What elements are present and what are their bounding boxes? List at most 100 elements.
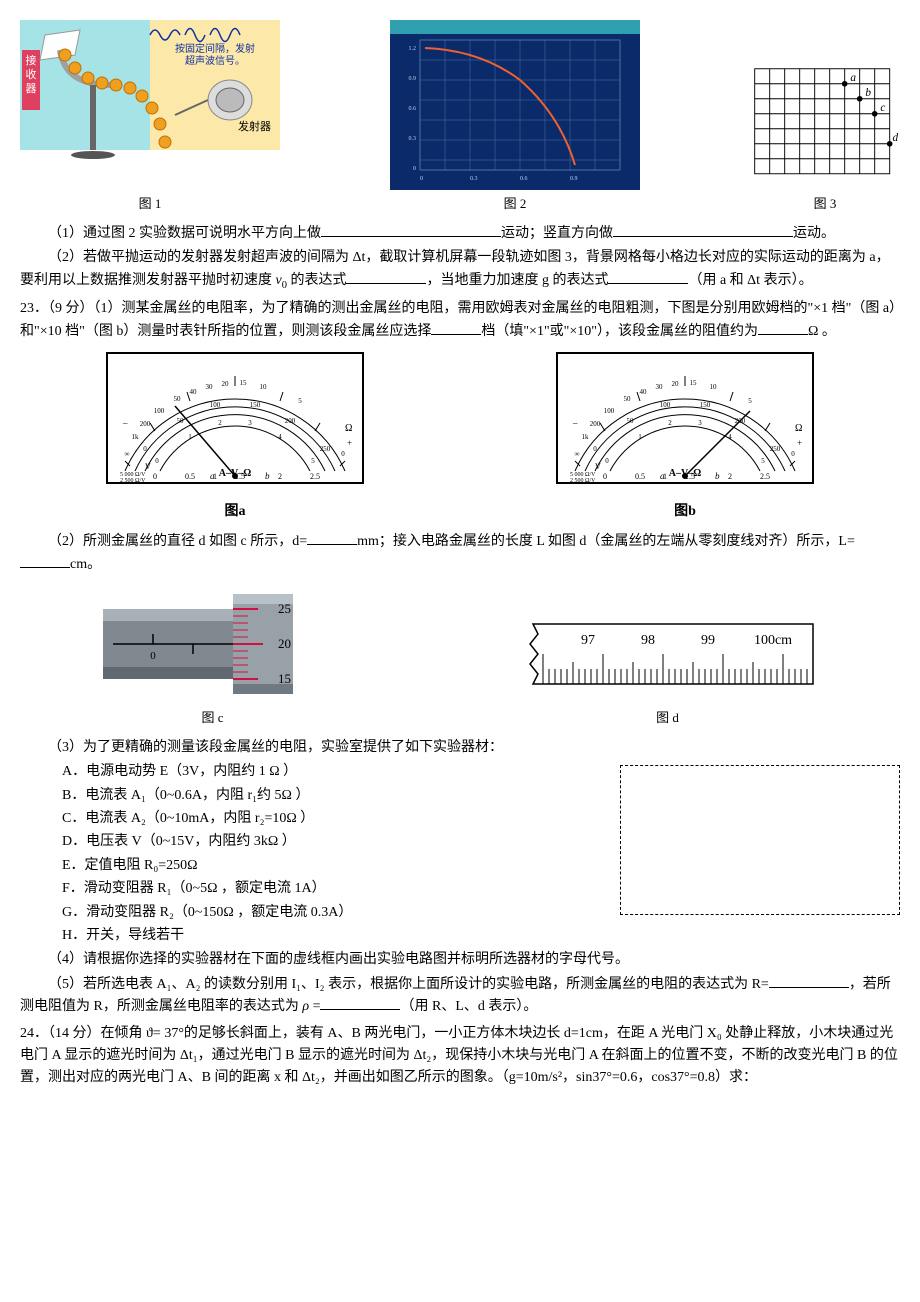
svg-text:c: c [880,102,885,114]
blank [321,223,501,237]
svg-text:250: 250 [320,445,331,453]
svg-text:15: 15 [240,379,248,387]
figure-2: 0 0.3 0.6 0.9 1.2 00.3 0.60.9 图 2 [390,20,640,215]
svg-text:20: 20 [672,380,680,388]
svg-text:0: 0 [605,457,609,465]
blank [320,996,400,1010]
svg-text:器: 器 [26,82,37,95]
blank [431,321,481,335]
svg-text:150: 150 [250,401,261,409]
micrometer-svg: 0 25 20 15 [103,584,323,704]
svg-text:0.3: 0.3 [409,136,417,142]
svg-text:10: 10 [260,383,268,391]
figure-3: a b c d 图 3 [750,60,900,215]
r97: 97 [581,633,595,648]
blank [346,270,426,284]
svg-text:100: 100 [604,407,615,415]
svg-text:1.2: 1.2 [409,46,417,52]
meter-a: ∞1k200 1005040 302015 1050 050100 150200… [105,351,365,523]
svg-text:0: 0 [341,450,345,458]
svg-text:b: b [865,87,871,99]
svg-text:–: – [122,418,128,428]
svg-text:200: 200 [285,417,296,425]
blank [613,223,793,237]
svg-text:200: 200 [140,420,151,428]
txt: 运动。 [793,226,835,241]
svg-text:2.5: 2.5 [760,472,770,481]
svg-text:5: 5 [298,397,302,405]
q23-part3-intro: （3）为了更精确的测量该段金属丝的电阻，实验室提供了如下实验器材： [20,737,900,759]
txt: 档（填"×1"或"×10"），该段金属丝的阻值约为 [481,324,758,339]
m15: 15 [278,671,291,686]
svg-text:0: 0 [150,650,156,662]
r100: 100cm [753,633,791,648]
txt: Ω 。 [808,324,836,339]
svg-text:V: V [595,462,601,471]
svg-text:100: 100 [154,407,165,415]
svg-text:20: 20 [222,380,230,388]
r99: 99 [701,633,715,648]
q23-num: 23．（9 分） [20,301,94,316]
svg-text:a: a [210,471,215,481]
m25: 25 [278,601,291,616]
svg-text:d: d [893,132,899,144]
fig1-caption: 图 1 [139,194,162,215]
txt: ，当地重力加速度 g 的表达式 [426,273,608,288]
svg-text:150: 150 [700,401,711,409]
txt: （5）若所选电表 A₁、A₂ 的读数分别用 I₁、I₂ 表示，根据你上面所设计的… [48,977,769,992]
svg-text:2: 2 [218,419,222,427]
svg-text:0.9: 0.9 [570,176,578,182]
meter-a-svg: ∞1k200 1005040 302015 1050 050100 150200… [105,351,365,501]
svg-text:发射器: 发射器 [238,119,271,133]
svg-text:0: 0 [143,445,147,453]
figure-1: 接 收 器 按固定间隔，发射 超声波信号。 发射器 [20,20,280,215]
svg-text:0: 0 [153,472,157,481]
svg-text:5: 5 [761,457,765,465]
blank [608,270,688,284]
svg-text:40: 40 [640,388,648,396]
svg-text:50: 50 [174,395,182,403]
svg-text:按固定间隔，发射: 按固定间隔，发射 [175,42,255,55]
svg-text:100: 100 [660,401,671,409]
fig1-svg: 接 收 器 按固定间隔，发射 超声波信号。 发射器 [20,20,280,190]
q23-part5: （5）若所选电表 A₁、A₂ 的读数分别用 I₁、I₂ 表示，根据你上面所设计的… [20,974,900,1019]
micrometer: 0 25 20 15 图 c [103,584,323,729]
svg-text:b: b [265,471,270,481]
txt: （1）通过图 2 实验数据可说明水平方向上做 [48,226,321,241]
svg-text:3: 3 [248,419,252,427]
svg-text:100: 100 [210,401,221,409]
svg-text:0: 0 [593,445,597,453]
svg-text:2: 2 [278,472,282,481]
svg-text:2: 2 [668,419,672,427]
q23-part4: （4）请根据你选择的实验器材在下面的虚线框内画出实验电路图并标明所选器材的字母代… [20,949,900,971]
txt: = [309,999,320,1014]
svg-text:2: 2 [728,472,732,481]
svg-text:30: 30 [206,383,214,391]
meter-b-caption: 图b [674,501,696,523]
svg-text:4: 4 [728,433,732,441]
tools-row: 0 25 20 15 图 c [20,584,900,729]
svg-text:250: 250 [770,445,781,453]
circuit-draw-box [620,765,900,915]
meter-a-caption: 图a [225,501,246,523]
svg-text:–: – [572,418,578,428]
ruler-caption: 图 d [656,708,679,729]
svg-text:2 500 Ω/V: 2 500 Ω/V [120,478,146,484]
q22-part1: （1）通过图 2 实验数据可说明水平方向上做运动；竖直方向做运动。 [20,223,900,245]
q23-part2: （2）所测金属丝的直径 d 如图 c 所示，d=mm；接入电路金属丝的长度 L … [20,531,900,576]
svg-text:V: V [145,462,151,471]
blank [307,531,357,545]
micrometer-caption: 图 c [201,708,223,729]
txt: （用 R、L、d 表示）。 [400,999,537,1014]
svg-text:0.9: 0.9 [409,76,417,82]
svg-text:1k: 1k [582,433,590,441]
svg-text:0.5: 0.5 [185,472,195,481]
svg-text:30: 30 [656,383,664,391]
svg-text:0: 0 [413,166,416,172]
svg-text:1: 1 [638,433,642,441]
svg-text:50: 50 [624,395,632,403]
svg-text:0: 0 [155,457,159,465]
svg-text:200: 200 [590,420,601,428]
svg-text:b: b [715,471,720,481]
svg-text:10: 10 [710,383,718,391]
